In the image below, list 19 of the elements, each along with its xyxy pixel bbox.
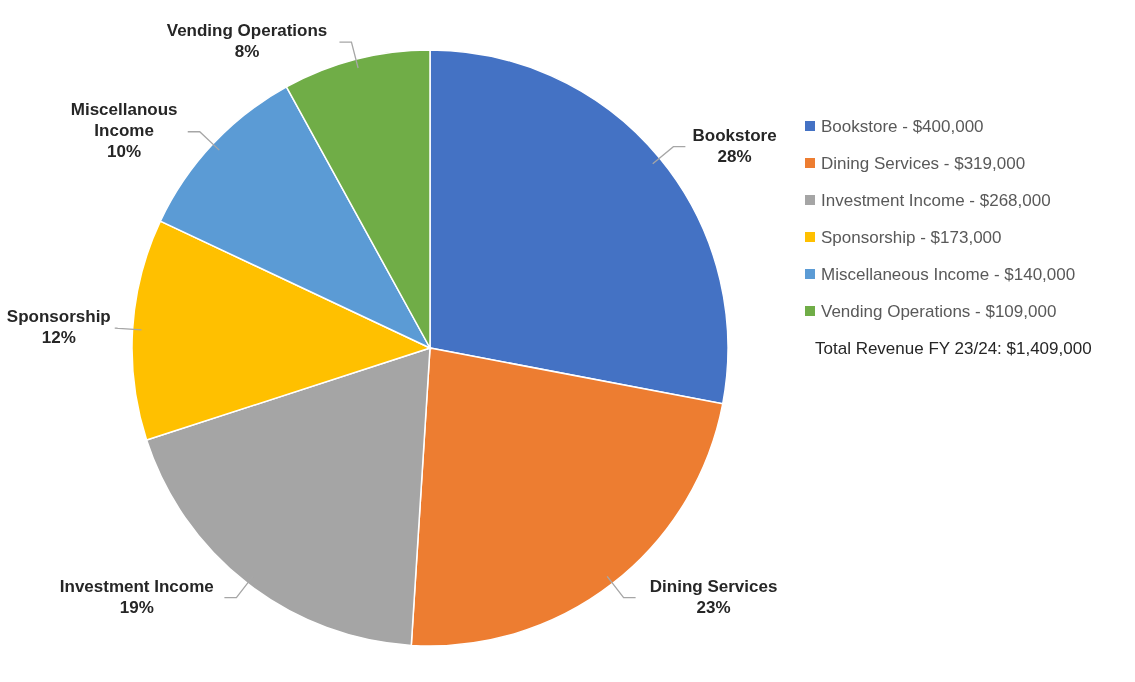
text: Vending Operations - $109,000 (821, 302, 1057, 321)
slice-label: Miscellanous Income (70, 100, 178, 141)
slice-label: Investment Income (59, 576, 214, 596)
data-label: 10% (107, 142, 142, 162)
data-label: 28% (717, 146, 752, 166)
legend-label: Bookstore (692, 125, 777, 145)
data-label: 19% (119, 597, 154, 617)
data-label: 23% (696, 597, 731, 617)
slice-label: Sponsorship (6, 307, 111, 327)
text: Total Revenue FY 23/24: $1,409,000 (815, 339, 1092, 358)
text: Dining Services - $319,000 (821, 154, 1026, 173)
slice-label: Vending Operations (166, 21, 328, 41)
data-label: 8% (234, 42, 260, 62)
text: Investment Income - $268,000 (821, 191, 1051, 210)
data-label: 12% (41, 328, 76, 348)
slice-label: Dining Services (649, 576, 778, 596)
text: Bookstore - $400,000 (821, 117, 984, 136)
text: Miscellaneous Income - $140,000 (821, 265, 1076, 284)
text: Sponsorship - $173,000 (821, 228, 1002, 247)
